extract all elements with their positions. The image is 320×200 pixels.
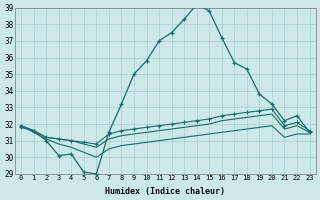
X-axis label: Humidex (Indice chaleur): Humidex (Indice chaleur)	[105, 187, 225, 196]
